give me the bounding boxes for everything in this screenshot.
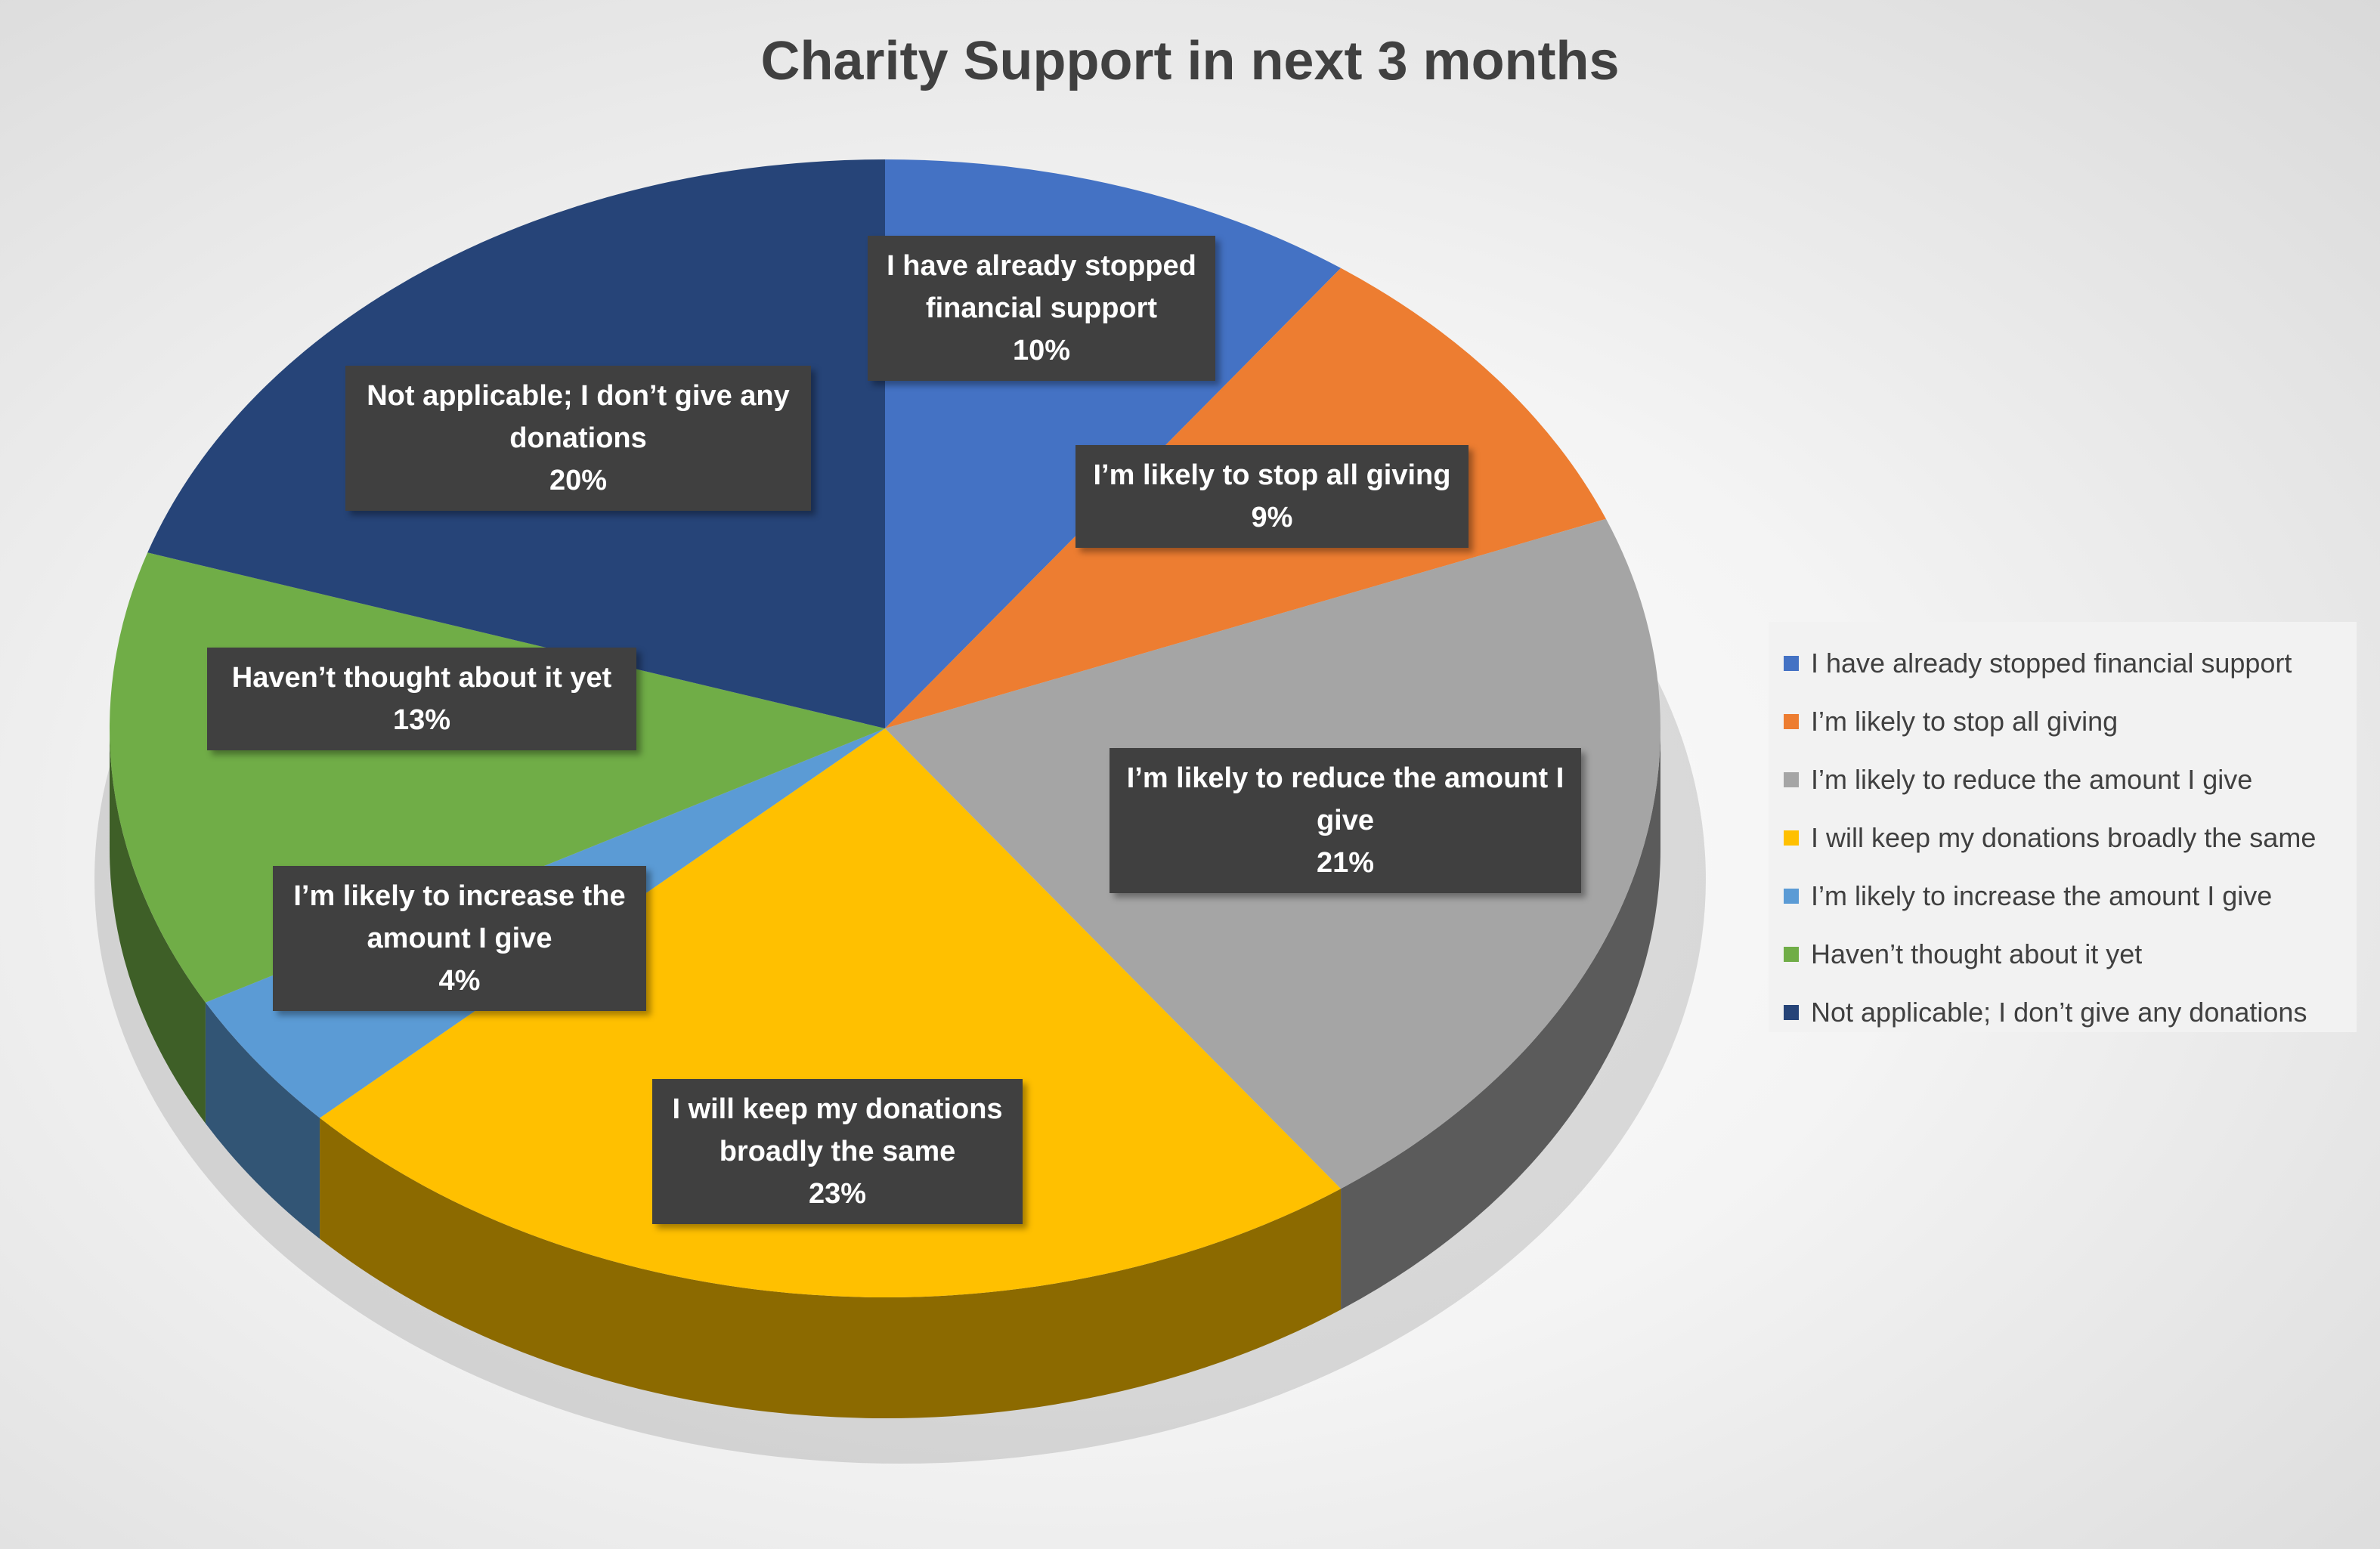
slice-side bbox=[110, 728, 206, 1124]
data-label: I’m likely to reduce the amount I give 21… bbox=[1110, 748, 1581, 893]
slice-side bbox=[320, 1118, 1342, 1419]
legend-swatch bbox=[1784, 713, 1799, 729]
data-label-category: I’m likely to increase the amount I give bbox=[293, 880, 626, 954]
legend-swatch bbox=[1784, 655, 1799, 671]
legend-swatch bbox=[1784, 1004, 1799, 1020]
data-label-value: 23% bbox=[808, 1178, 867, 1210]
slice-side bbox=[205, 1002, 320, 1239]
legend: I have already stopped financial support… bbox=[1769, 622, 2357, 1032]
data-label: Not applicable; I don’t give any donatio… bbox=[345, 366, 811, 511]
data-label: I have already stopped financial support… bbox=[868, 236, 1215, 381]
data-label-value: 21% bbox=[1316, 847, 1375, 879]
legend-swatch bbox=[1784, 946, 1799, 962]
legend-label: I’m likely to stop all giving bbox=[1811, 705, 2118, 737]
legend-swatch bbox=[1784, 771, 1799, 787]
slice-side bbox=[1341, 728, 1660, 1310]
legend-label: I will keep my donations broadly the sam… bbox=[1811, 821, 2317, 853]
legend-label: Haven’t thought about it yet bbox=[1811, 938, 2143, 969]
data-label-category: Not applicable; I don’t give any donatio… bbox=[367, 380, 790, 454]
legend-label: Not applicable; I don’t give any donatio… bbox=[1811, 996, 2307, 1028]
data-label: I will keep my donations broadly the sam… bbox=[652, 1079, 1023, 1224]
data-label-value: 13% bbox=[392, 704, 451, 736]
legend-label: I have already stopped financial support bbox=[1811, 647, 2292, 679]
legend-item: I’m likely to increase the amount I give bbox=[1784, 867, 2357, 925]
legend-item: I’m likely to reduce the amount I give bbox=[1784, 750, 2357, 809]
legend-item: Haven’t thought about it yet bbox=[1784, 925, 2357, 983]
chart-title: Charity Support in next 3 months bbox=[760, 31, 1620, 91]
legend-item: I will keep my donations broadly the sam… bbox=[1784, 809, 2357, 867]
legend-item: I’m likely to stop all giving bbox=[1784, 692, 2357, 750]
legend-item: Not applicable; I don’t give any donatio… bbox=[1784, 983, 2357, 1041]
data-label-value: 10% bbox=[1012, 335, 1071, 366]
data-label: Haven’t thought about it yet 13% bbox=[207, 648, 636, 750]
legend-swatch bbox=[1784, 888, 1799, 904]
data-label-category: Haven’t thought about it yet bbox=[231, 662, 612, 694]
legend-label: I’m likely to increase the amount I give bbox=[1811, 880, 2273, 911]
data-label-value: 20% bbox=[549, 465, 608, 496]
data-label-value: 4% bbox=[438, 965, 481, 997]
legend-label: I’m likely to reduce the amount I give bbox=[1811, 763, 2253, 795]
data-label-category: I will keep my donations broadly the sam… bbox=[672, 1093, 1003, 1167]
legend-item: I have already stopped financial support bbox=[1784, 634, 2357, 692]
slice bbox=[320, 728, 1342, 1297]
data-label: I’m likely to increase the amount I give… bbox=[273, 866, 646, 1011]
data-label: I’m likely to stop all giving 9% bbox=[1075, 445, 1469, 548]
data-label-category: I have already stopped financial support bbox=[887, 250, 1196, 324]
data-label-category: I’m likely to reduce the amount I give bbox=[1126, 762, 1564, 836]
legend-swatch bbox=[1784, 830, 1799, 846]
data-label-category: I’m likely to stop all giving bbox=[1093, 459, 1451, 491]
data-label-value: 9% bbox=[1251, 502, 1293, 533]
